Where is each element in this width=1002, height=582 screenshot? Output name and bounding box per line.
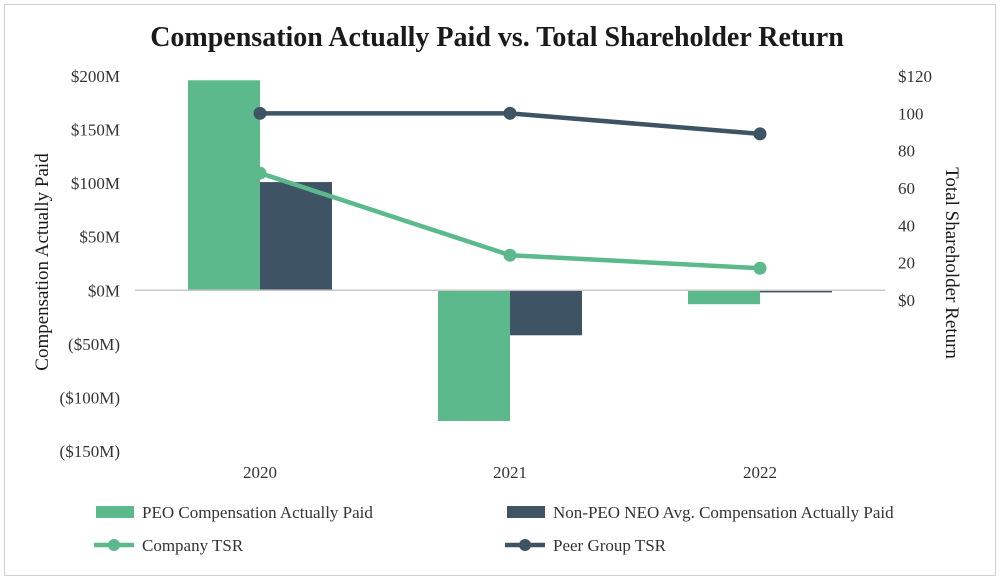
legend-swatch-marker bbox=[519, 539, 531, 551]
bar-non-peo-neo-avg-compensation-actually-paid-2021 bbox=[510, 290, 582, 336]
tsr-lines bbox=[253, 106, 767, 275]
bar-peo-compensation-actually-paid-2022 bbox=[688, 290, 760, 305]
left-tick-label: $100M bbox=[71, 174, 120, 193]
point-company-tsr-2022 bbox=[753, 261, 767, 275]
point-company-tsr-2021 bbox=[503, 248, 517, 262]
legend-swatch-marker bbox=[108, 539, 120, 551]
point-company-tsr-2020 bbox=[253, 166, 267, 180]
right-tick-label: 20 bbox=[898, 254, 915, 273]
legend-label: PEO Compensation Actually Paid bbox=[142, 503, 373, 522]
legend-item-company-tsr: Company TSR bbox=[94, 536, 244, 555]
left-tick-label: $150M bbox=[71, 121, 120, 140]
legend-item-non-peo-neo-avg-compensation-actually-paid: Non-PEO NEO Avg. Compensation Actually P… bbox=[507, 503, 894, 522]
chart-title: Compensation Actually Paid vs. Total Sha… bbox=[150, 22, 844, 53]
left-tick-label: $50M bbox=[79, 228, 120, 247]
bar-peo-compensation-actually-paid-2021 bbox=[438, 290, 510, 421]
legend: PEO Compensation Actually Paid Non-PEO NE… bbox=[94, 503, 894, 555]
left-axis-label: Compensation Actually Paid bbox=[32, 153, 53, 371]
x-tick-label-2020: 2020 bbox=[243, 463, 277, 482]
right-axis-label: Total Shareholder Return bbox=[941, 167, 962, 359]
right-tick-label: 80 bbox=[898, 142, 915, 161]
right-tick-label: 40 bbox=[898, 216, 915, 235]
bar-non-peo-neo-avg-compensation-actually-paid-2020 bbox=[260, 182, 332, 291]
legend-item-peer-group-tsr: Peer Group TSR bbox=[505, 536, 667, 555]
legend-swatch bbox=[507, 506, 545, 518]
left-tick-label: ($50M) bbox=[68, 335, 120, 354]
left-tick-label: ($150M) bbox=[60, 442, 120, 461]
legend-swatch bbox=[96, 506, 134, 518]
bar-non-peo-neo-avg-compensation-actually-paid-2022 bbox=[760, 290, 832, 293]
right-axis-ticks: $0 20 40 60 80 100 $120 bbox=[898, 67, 932, 310]
right-tick-label: 60 bbox=[898, 179, 915, 198]
left-axis-ticks: ($150M) ($100M) ($50M) $0M $50M $100M $150M $20… bbox=[60, 67, 120, 461]
left-tick-label: $200M bbox=[71, 67, 120, 86]
legend-label: Company TSR bbox=[142, 536, 244, 555]
bar-peo-compensation-actually-paid-2020 bbox=[188, 80, 260, 291]
legend-label: Peer Group TSR bbox=[553, 536, 667, 555]
x-axis-ticks: 2020 2021 2022 bbox=[243, 463, 777, 482]
legend-item-peo-compensation-actually-paid: PEO Compensation Actually Paid bbox=[96, 503, 373, 522]
left-tick-label: ($100M) bbox=[60, 388, 120, 407]
legend-label: Non-PEO NEO Avg. Compensation Actually P… bbox=[553, 503, 894, 522]
bars bbox=[188, 80, 832, 421]
point-peer-group-tsr-2021 bbox=[503, 106, 517, 120]
point-peer-group-tsr-2022 bbox=[753, 127, 767, 141]
right-tick-label: $120 bbox=[898, 67, 932, 86]
right-tick-label: 100 bbox=[898, 104, 924, 123]
x-tick-label-2021: 2021 bbox=[493, 463, 527, 482]
left-tick-label: $0M bbox=[88, 281, 120, 300]
point-peer-group-tsr-2020 bbox=[253, 106, 267, 120]
right-tick-label: $0 bbox=[898, 291, 915, 310]
x-tick-label-2022: 2022 bbox=[743, 463, 777, 482]
